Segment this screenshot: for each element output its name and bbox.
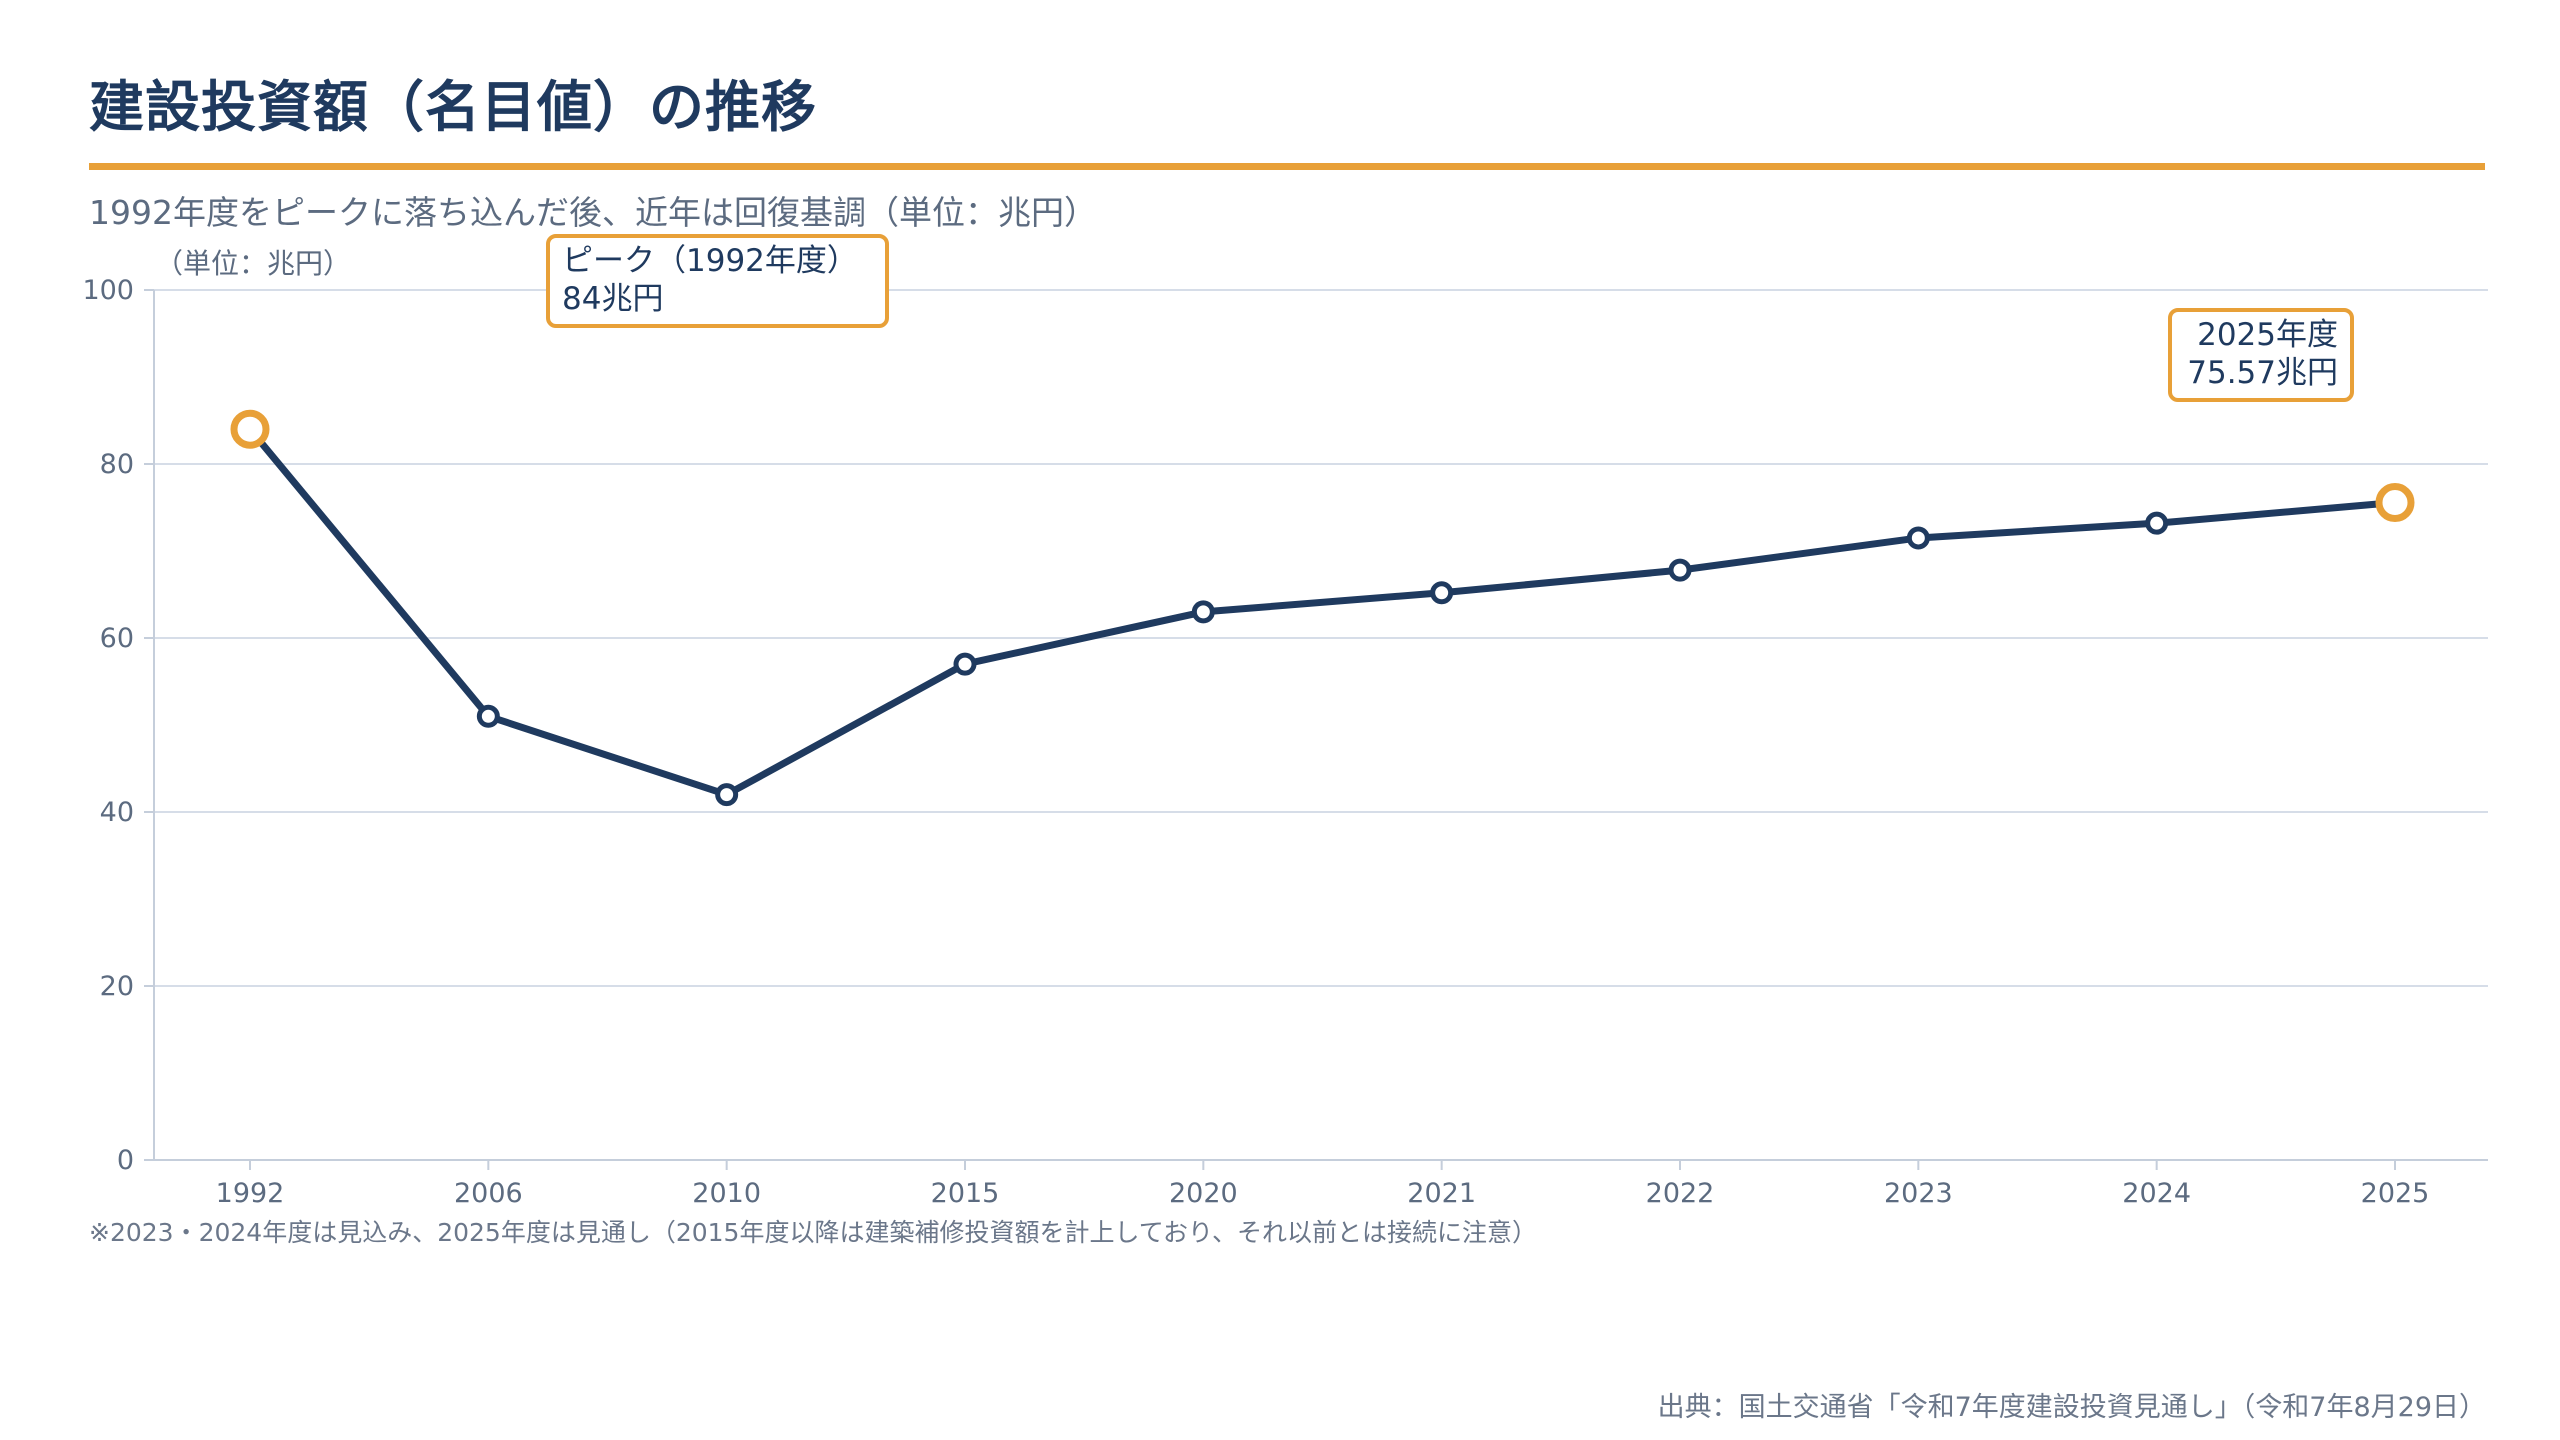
data-point-2023 [1906,526,1930,550]
source-citation: 出典：国土交通省「令和7年度建設投資見通し」（令和7年8月29日） [1657,1392,2486,1423]
x-tick-label-2022: 2022 [1646,1178,1715,1209]
axes [144,289,2396,1170]
latest-callout-value: 75.57兆円 [2187,355,2338,391]
data-point-2020 [1191,600,1215,624]
x-tick-label-2010: 2010 [692,1178,761,1209]
y-tick-label-100: 100 [82,275,134,306]
title-underline [89,163,2485,170]
latest-callout-title: 2025年度 [2197,317,2338,353]
data-point-highlight-1992 [230,409,270,449]
chart-title: 建設投資額（名目値）の推移 [89,75,818,139]
data-point-highlight-2025 [2375,483,2415,523]
latest-callout: 2025年度 75.57兆円 [2168,308,2354,402]
data-point-2021 [1430,581,1454,605]
y-axis-unit-label: （単位：兆円） [155,247,352,280]
y-tick-label-0: 0 [117,1145,134,1176]
peak-callout: ピーク（1992年度） 84兆円 [546,234,889,328]
y-tick-label-40: 40 [100,797,134,828]
y-tick-label-60: 60 [100,623,134,654]
x-tick-label-2021: 2021 [1407,1178,1476,1209]
x-tick-labels: 1992 2006 2010 2015 2020 2021 2022 2023 2024 2025 [216,1178,2430,1209]
series-line [246,425,2399,799]
x-tick-label-2006: 2006 [454,1178,523,1209]
data-points [230,409,2415,807]
x-tick-label-2020: 2020 [1169,1178,1238,1209]
y-tick-label-80: 80 [100,449,134,480]
chart-subtitle: 1992年度をピークに落ち込んだ後、近年は回復基調（単位：兆円） [89,193,1097,232]
x-tick-label-2024: 2024 [2122,1178,2191,1209]
peak-callout-value: 84兆円 [562,281,664,317]
peak-callout-title: ピーク（1992年度） [562,243,858,279]
x-tick-label-2023: 2023 [1884,1178,1953,1209]
data-point-2015 [953,652,977,676]
data-point-2024 [2145,511,2169,535]
data-point-2006 [476,704,500,728]
data-point-2022 [1668,558,1692,582]
grid-lines [154,289,2488,1161]
data-point-2010 [715,783,739,807]
x-tick-label-1992: 1992 [216,1178,285,1209]
x-tick-label-2015: 2015 [931,1178,1000,1209]
series-line-layer [246,425,2399,799]
y-tick-labels: 0 20 40 60 80 100 [82,275,134,1176]
footnote: ※2023・2024年度は見込み、2025年度は見通し（2015年度以降は建築補… [89,1218,1537,1247]
y-tick-label-20: 20 [100,971,134,1002]
x-tick-label-2025: 2025 [2361,1178,2430,1209]
